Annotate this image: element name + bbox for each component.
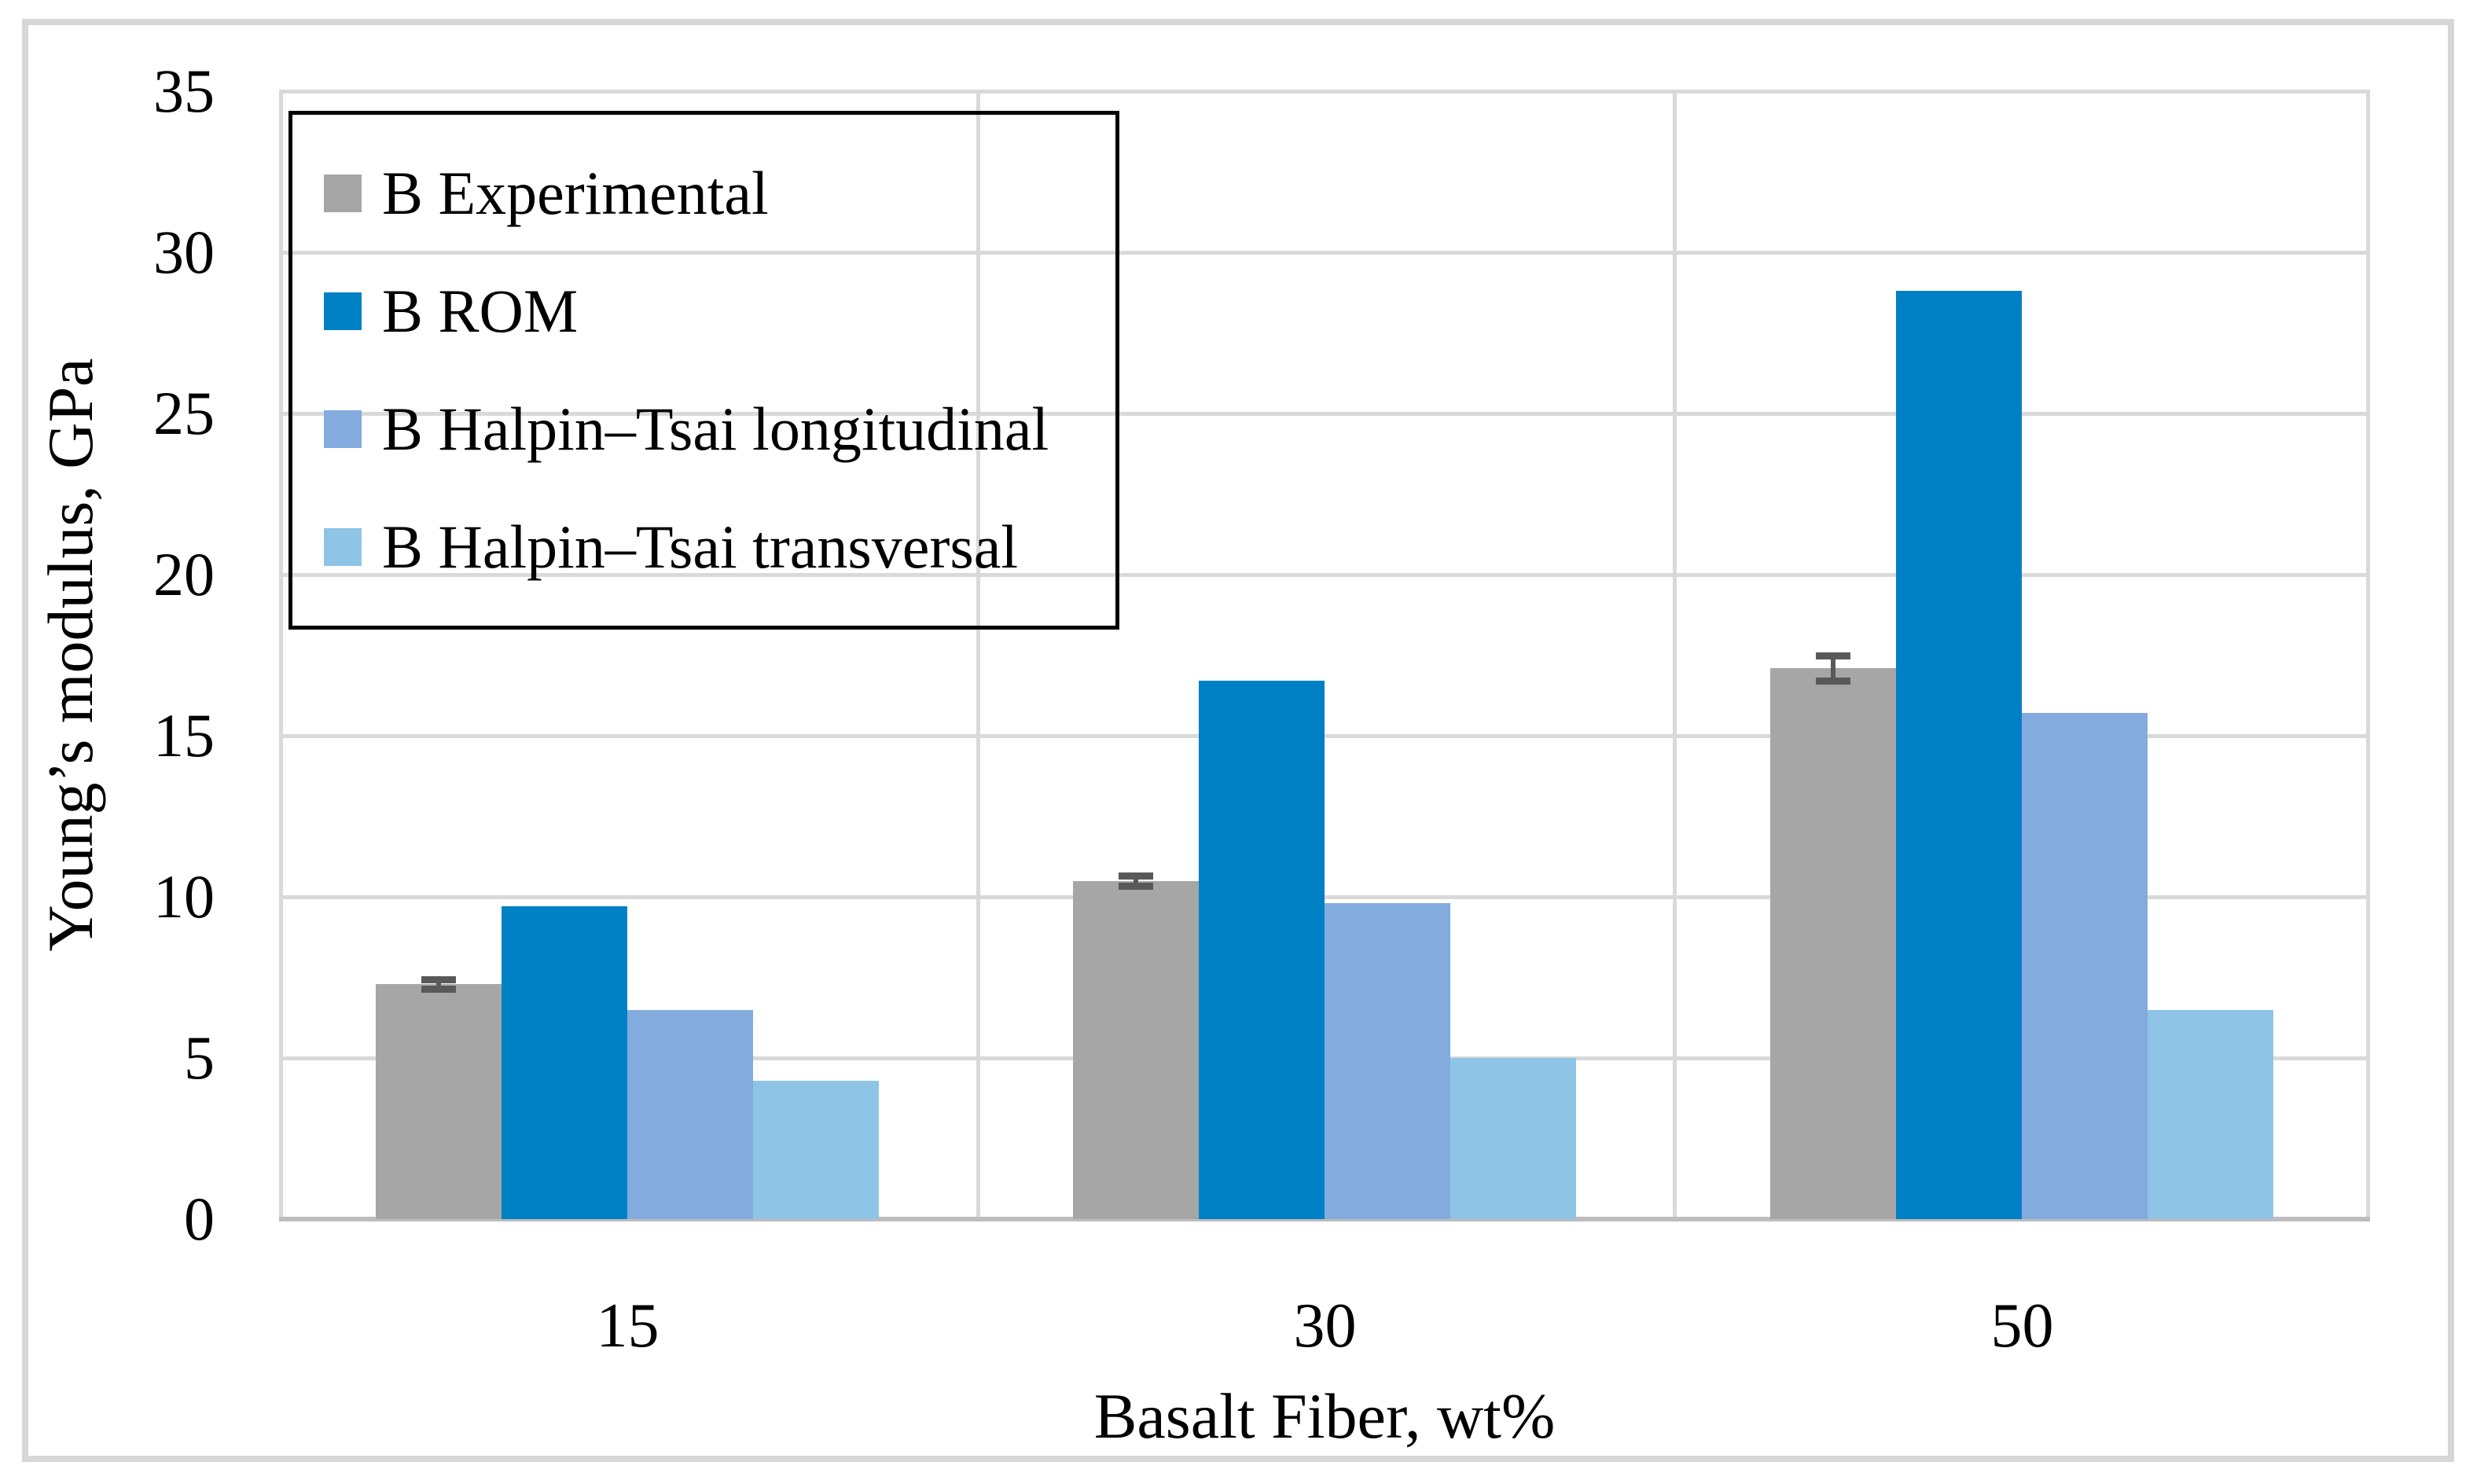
error-bar-cap: [1119, 882, 1153, 890]
error-bar-whisker: [1134, 876, 1138, 886]
y-tick-label-25: 25: [153, 379, 215, 447]
bar-15wt-series0: [376, 983, 502, 1219]
bar-50wt-series1: [1895, 291, 2022, 1219]
gridline-horizontal: [279, 412, 2370, 416]
x-tick-label-15: 15: [596, 1291, 660, 1361]
y-tick-label-5: 5: [184, 1023, 215, 1092]
bar-30wt-series1: [1199, 681, 1325, 1219]
y-tick-label-35: 35: [153, 57, 215, 125]
bar-30wt-series0: [1073, 880, 1199, 1219]
legend-label: B Halpin–Tsai transversal: [382, 512, 1019, 581]
y-tick-label-30: 30: [153, 218, 215, 286]
legend-label: B ROM: [382, 277, 579, 345]
gridline-horizontal: [279, 573, 2370, 577]
y-axis-line: [279, 91, 283, 1219]
y-tick-label-20: 20: [153, 540, 215, 608]
legend-item: B Halpin–Tsai longitudinal: [324, 370, 1115, 488]
gridline-horizontal: [279, 734, 2370, 738]
gridline-vertical: [2366, 91, 2370, 1219]
x-tick-label-30: 30: [1293, 1291, 1357, 1361]
gridline-vertical: [976, 91, 980, 1219]
legend: B Experimental B ROM B Halpin–Tsai longi…: [288, 111, 1119, 630]
gridline-vertical: [1673, 91, 1677, 1219]
error-bar-whisker: [1830, 655, 1835, 681]
error-bar-whisker: [436, 979, 442, 989]
bar-15wt-series2: [627, 1009, 754, 1219]
error-bar-cap: [1119, 872, 1153, 880]
legend-swatch-halpin-tsai-transversal-icon: [324, 528, 362, 566]
gridline-horizontal: [279, 895, 2370, 899]
legend-swatch-halpin-tsai-longitudinal-icon: [324, 410, 362, 448]
legend-item: B ROM: [324, 252, 1115, 370]
legend-swatch-experimental-icon: [324, 174, 362, 212]
y-tick-label-15: 15: [153, 701, 215, 770]
x-axis-title: Basalt Fiber, wt%: [1093, 1380, 1556, 1452]
legend-label: B Halpin–Tsai longitudinal: [382, 395, 1049, 463]
error-bar-cap: [421, 975, 457, 983]
gridline-horizontal: [279, 251, 2370, 255]
error-bar-cap: [1815, 652, 1850, 659]
bar-15wt-series3: [753, 1080, 880, 1219]
legend-item: B Halpin–Tsai transversal: [324, 488, 1115, 606]
legend-label: B Experimental: [382, 159, 769, 227]
bar-15wt-series1: [502, 906, 628, 1219]
gridline-horizontal: [279, 90, 2370, 94]
bar-50wt-series3: [2147, 1009, 2273, 1219]
plot-area: B Experimental B ROM B Halpin–Tsai longi…: [279, 90, 2370, 1221]
bar-30wt-series3: [1450, 1058, 1576, 1219]
figure-border: [22, 19, 2454, 1462]
x-tick-label-50: 50: [1990, 1291, 2054, 1361]
x-axis-line: [279, 1217, 2370, 1221]
bar-50wt-series2: [2021, 713, 2148, 1219]
error-bar-cap: [421, 985, 457, 993]
y-tick-label-0: 0: [184, 1185, 215, 1253]
legend-item: B Experimental: [324, 134, 1115, 252]
error-bar-cap: [1815, 678, 1850, 685]
bar-30wt-series2: [1325, 903, 1450, 1219]
bar-50wt-series0: [1769, 667, 1896, 1219]
y-tick-label-10: 10: [153, 862, 215, 931]
legend-swatch-rom-icon: [324, 292, 362, 330]
